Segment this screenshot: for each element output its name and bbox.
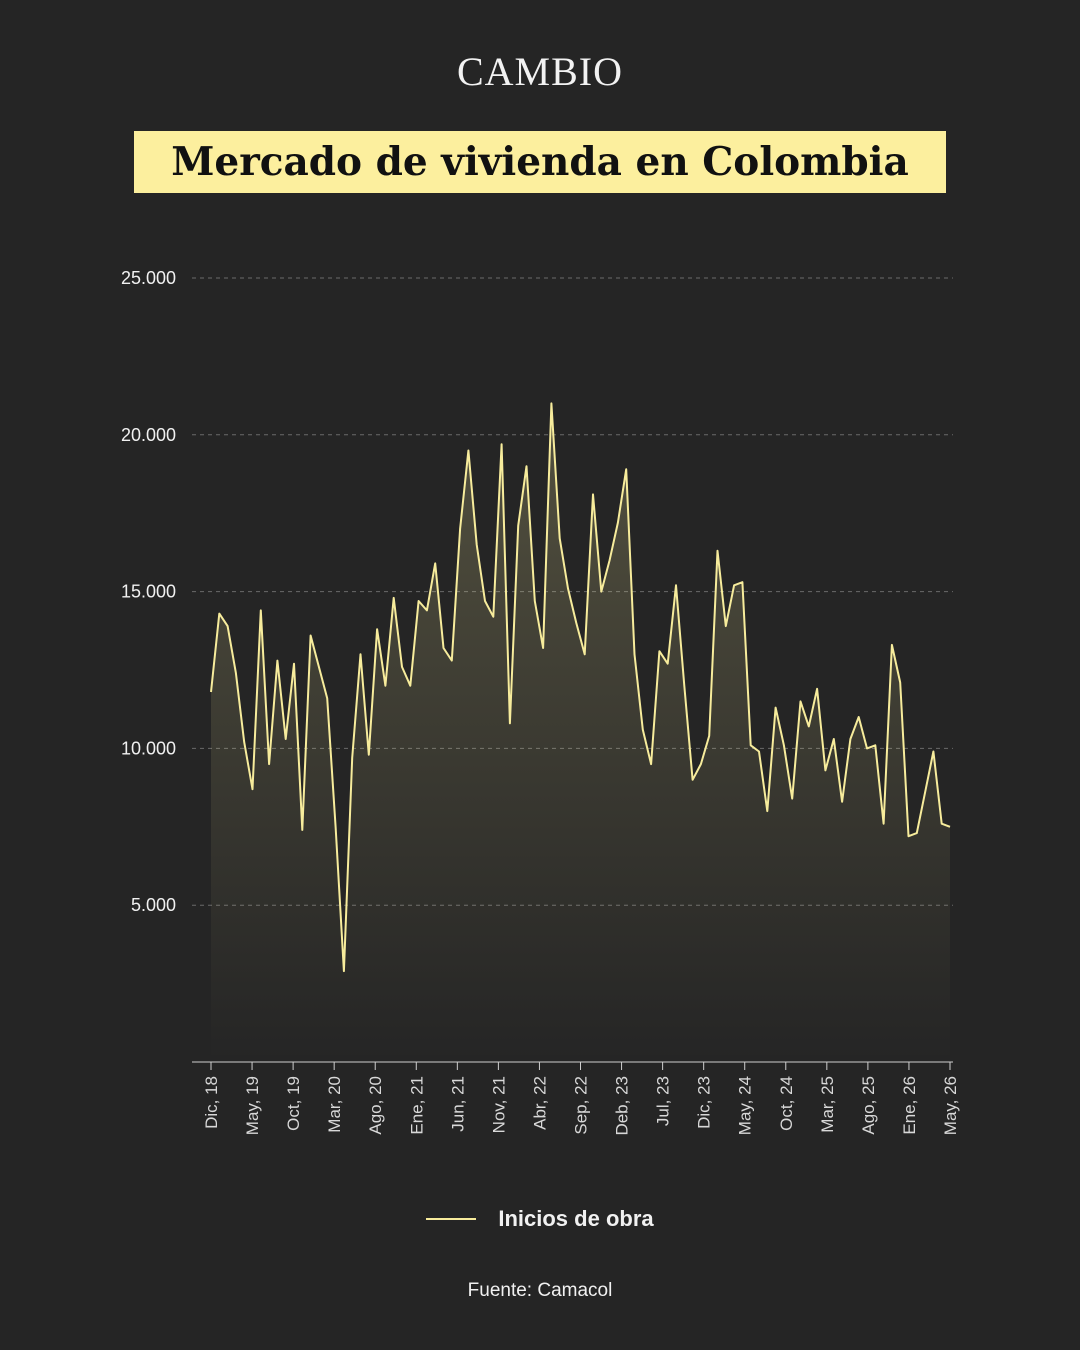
x-tick-label: Mar, 25 (818, 1076, 837, 1133)
y-tick-label: 5.000 (131, 895, 176, 915)
title-banner: Mercado de vivienda en Colombia (134, 131, 946, 193)
x-tick-label: Abr, 22 (530, 1076, 549, 1130)
chart-title: Mercado de vivienda en Colombia (171, 139, 909, 185)
y-tick-label: 20.000 (121, 425, 176, 445)
x-tick-label: May, 26 (941, 1076, 960, 1135)
y-tick-label: 10.000 (121, 738, 176, 758)
legend-label: Inicios de obra (498, 1206, 654, 1231)
x-tick-label: Nov, 21 (489, 1076, 508, 1133)
x-tick-label: Sep, 22 (572, 1076, 591, 1135)
x-tick-label: Mar, 20 (325, 1076, 344, 1133)
legend-line-swatch (426, 1218, 477, 1220)
x-tick-label: Oct, 24 (777, 1076, 796, 1131)
x-tick-label: Ago, 20 (366, 1076, 385, 1135)
x-tick-label: Oct, 19 (284, 1076, 303, 1131)
x-tick-label: Ene, 26 (900, 1076, 919, 1135)
x-tick-label: Ene, 21 (407, 1076, 426, 1135)
brand-logo: CAMBIO (456, 49, 624, 94)
y-tick-label: 15.000 (121, 582, 176, 602)
series-line-inicios-de-obra (210, 402, 951, 973)
x-tick-label: Dic, 23 (695, 1076, 714, 1129)
x-tick-label: Jul, 23 (654, 1076, 673, 1126)
x-tick-label: Deb, 23 (613, 1076, 632, 1136)
x-tick-label: Jun, 21 (448, 1076, 467, 1132)
x-tick-label: May, 19 (243, 1076, 262, 1135)
y-tick-label: 25.000 (121, 268, 176, 288)
x-tick-label: Ago, 25 (859, 1076, 878, 1135)
x-tick-label: Dic, 18 (202, 1076, 221, 1129)
x-tick-label: May, 24 (736, 1076, 755, 1135)
area-fill (211, 403, 950, 1062)
legend: Inicios de obra (0, 1206, 1080, 1232)
source-note: Fuente: Camacol (467, 1280, 613, 1301)
